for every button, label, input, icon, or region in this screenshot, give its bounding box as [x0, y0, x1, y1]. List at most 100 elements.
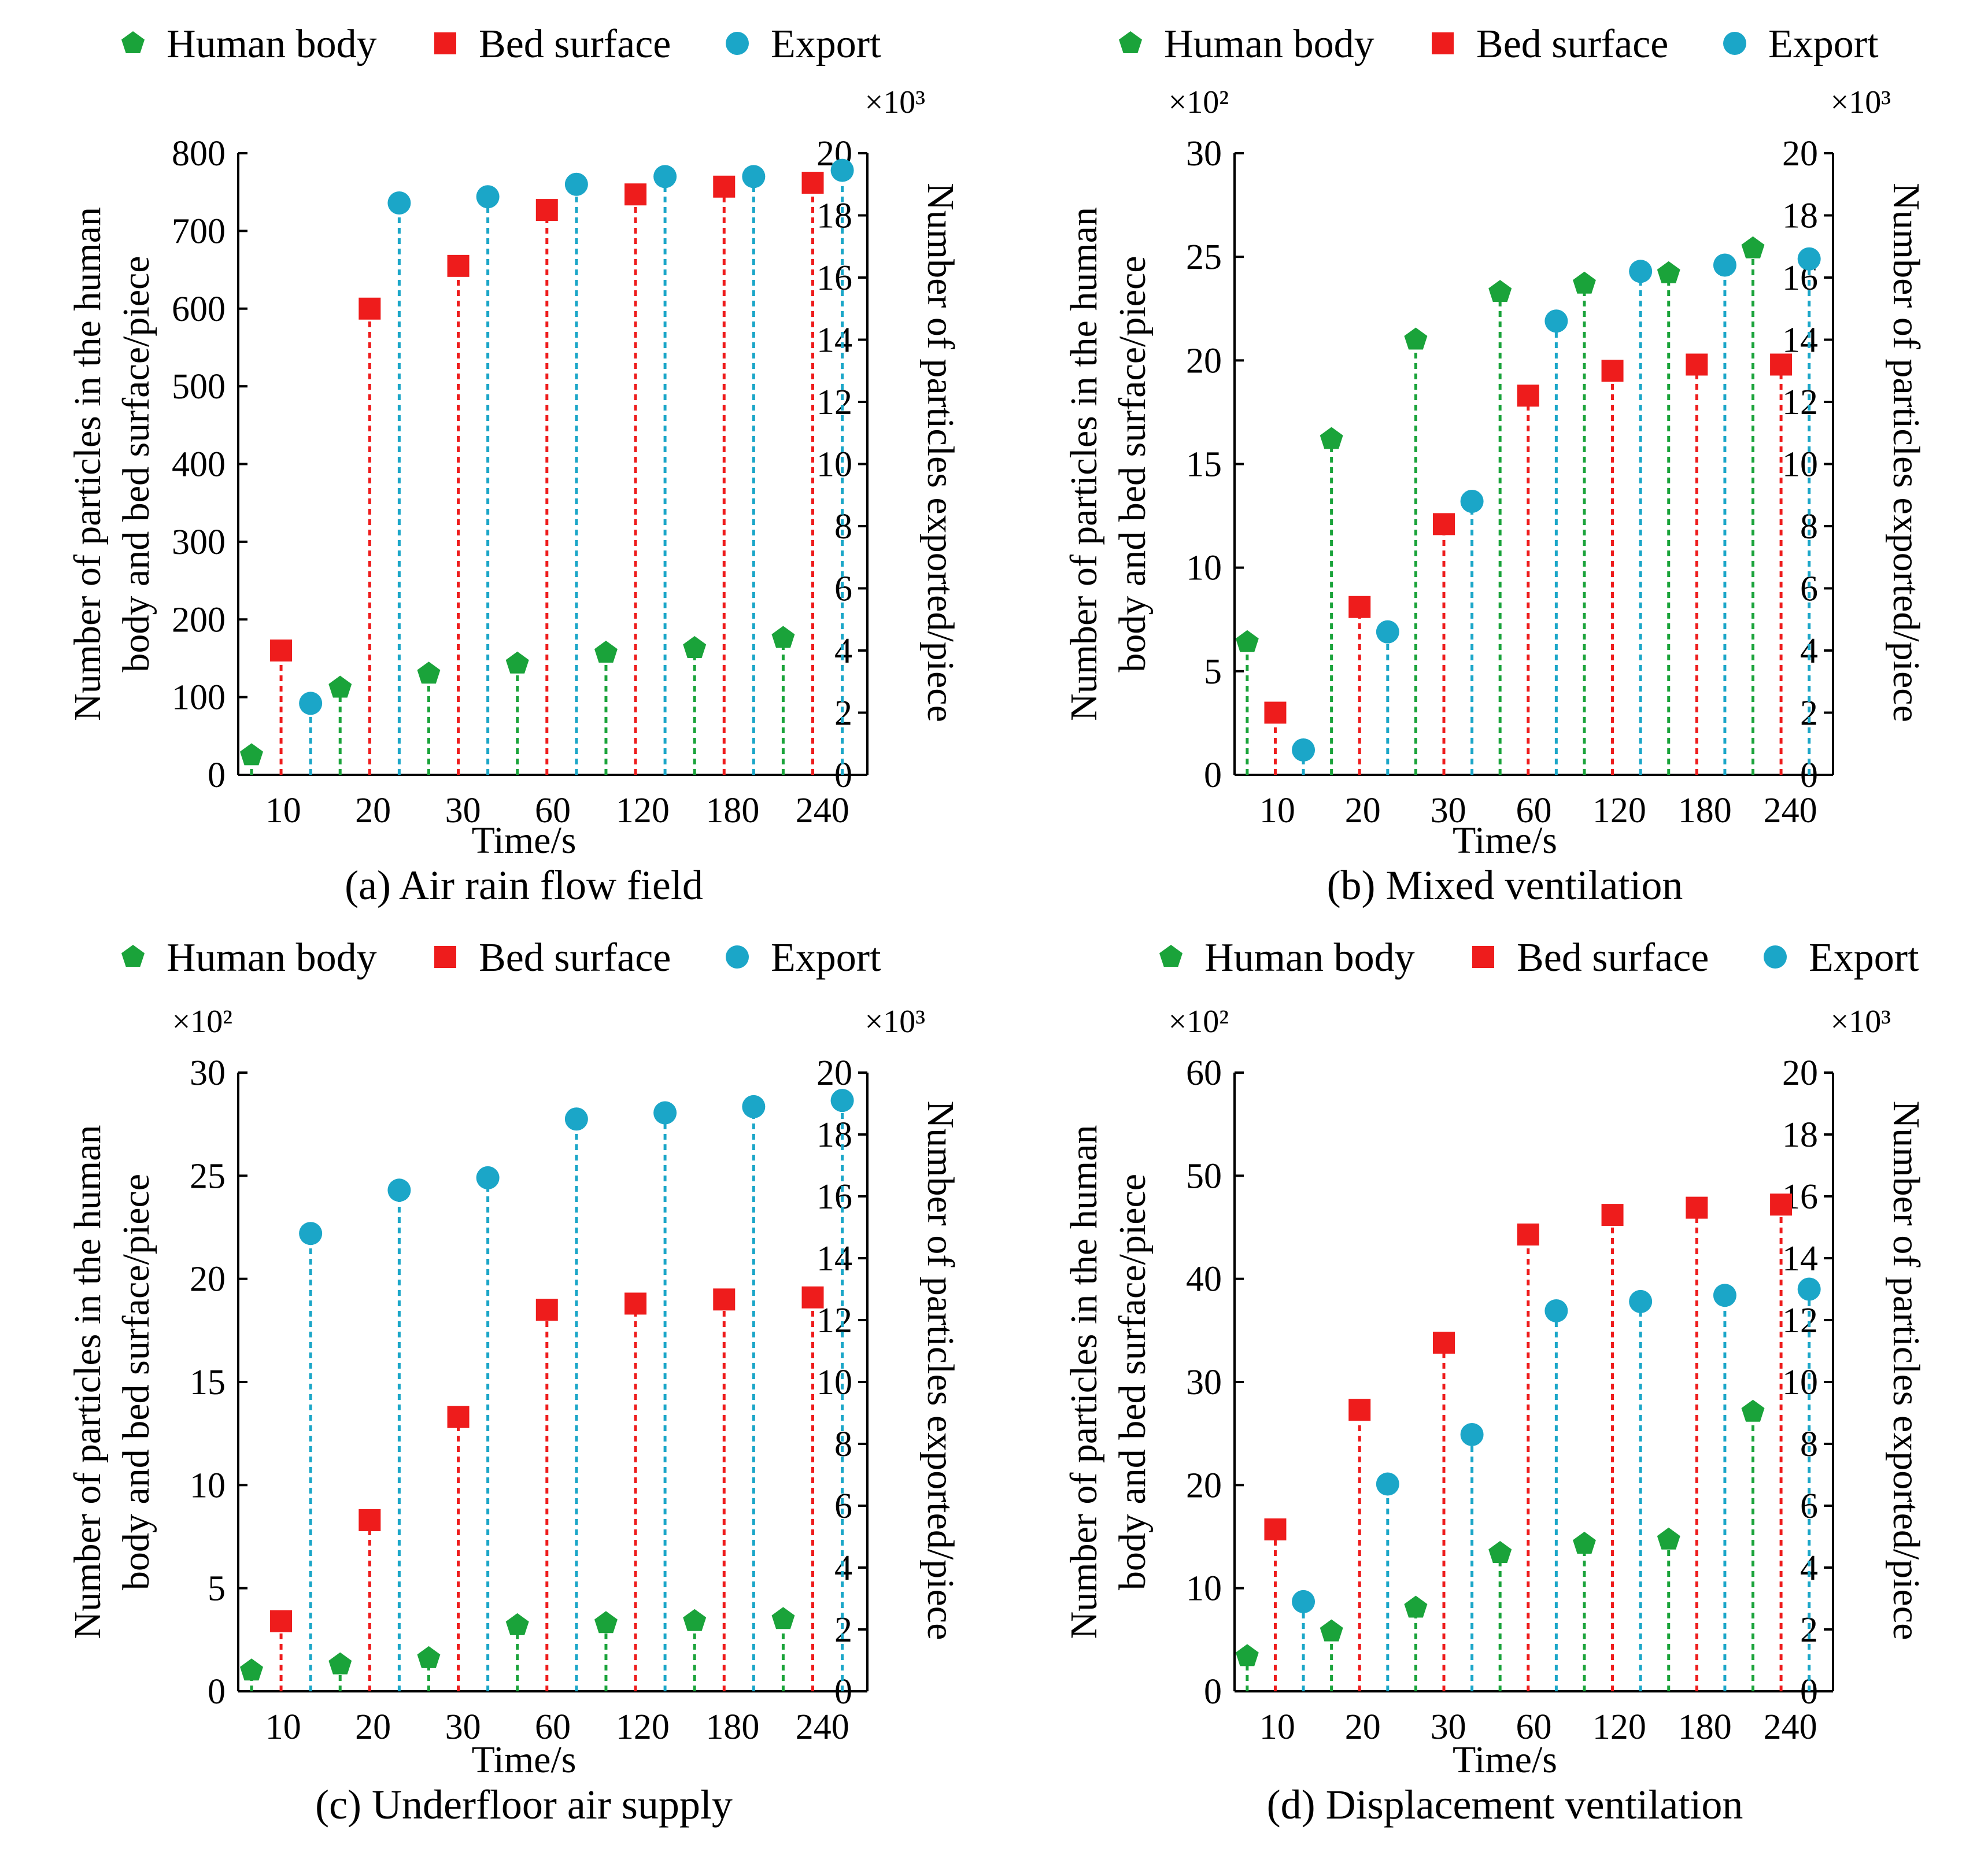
export-point: [1629, 1289, 1653, 1313]
bed-surface-point: [713, 1288, 736, 1311]
x-tick-label: 120: [1592, 1708, 1646, 1747]
left-axis-title-line2: body and bed surface/piece: [115, 256, 157, 672]
bed-surface-point: [359, 297, 381, 320]
legend-bed-surface-label: Bed surface: [1517, 936, 1709, 980]
left-tick-label: 0: [208, 756, 226, 795]
x-tick-label: 30: [445, 1708, 481, 1747]
left-tick-label: 10: [1186, 1569, 1222, 1609]
bed-surface-point: [1433, 1332, 1455, 1354]
legend-human-body-label: Human body: [167, 936, 377, 980]
x-tick-label: 60: [1516, 1708, 1552, 1747]
export-point: [564, 172, 588, 196]
human-body-point: [594, 641, 618, 663]
x-tick-label: 180: [1678, 791, 1732, 830]
human-body-point: [683, 1609, 707, 1631]
right-axis-multiplier: ×10³: [865, 84, 925, 120]
export-point: [387, 191, 411, 215]
left-tick-label: 0: [208, 1672, 226, 1712]
right-tick-label: 18: [816, 1115, 852, 1155]
x-tick-label: 120: [1592, 791, 1646, 830]
right-axis-title: Number of particles exported/piece: [1885, 1101, 1927, 1640]
bed-surface-point: [270, 640, 293, 661]
right-tick-label: 12: [816, 383, 852, 422]
right-axis-multiplier: ×10³: [1831, 1004, 1891, 1040]
left-tick-label: 0: [1204, 756, 1222, 795]
human-body-point: [505, 651, 529, 674]
x-tick-label: 10: [265, 791, 301, 830]
panel-caption: (c) Underfloor air supply: [315, 1782, 733, 1828]
x-tick-label: 240: [1764, 791, 1817, 830]
bed-surface-point: [1517, 385, 1539, 407]
left-tick-label: 400: [172, 445, 226, 485]
x-tick-label: 30: [1431, 1708, 1466, 1747]
human-body-point: [1235, 630, 1259, 652]
human-body-point: [1320, 1619, 1343, 1642]
right-tick-label: 14: [1782, 1239, 1818, 1278]
left-tick-label: 200: [172, 600, 226, 640]
left-tick-label: 20: [190, 1260, 226, 1299]
x-tick-label: 10: [265, 1708, 301, 1747]
x-tick-label: 10: [1259, 791, 1295, 830]
export-point: [1292, 738, 1316, 762]
export-point: [653, 165, 677, 189]
left-axis-title-line1: Number of particles in the human: [66, 1125, 109, 1639]
export-point: [476, 185, 500, 209]
right-tick-label: 10: [1782, 445, 1818, 485]
right-tick-label: 18: [1782, 197, 1818, 236]
human-body-point: [240, 743, 263, 766]
bed-surface-point: [535, 1299, 558, 1321]
legend-export-icon: [1764, 945, 1787, 969]
legend-bed-surface-label: Bed surface: [1476, 22, 1668, 66]
legend-export-icon: [1723, 32, 1746, 55]
bed-surface-point: [1686, 1196, 1708, 1219]
human-body-point: [1320, 427, 1343, 449]
right-tick-label: 12: [1782, 1301, 1818, 1340]
left-tick-label: 600: [172, 290, 226, 329]
human-body-point: [1404, 1595, 1428, 1618]
bed-surface-point: [801, 1286, 824, 1309]
bed-surface-point: [1264, 1518, 1287, 1541]
left-axis-multiplier: ×10²: [1169, 84, 1229, 120]
legend-export-label: Export: [1768, 22, 1879, 66]
left-axis-title-line1: Number of particles in the human: [66, 207, 109, 721]
legend-export-label: Export: [771, 936, 881, 980]
x-axis-title: Time/s: [1453, 1739, 1557, 1781]
export-point: [742, 165, 766, 189]
bed-surface-point: [625, 1292, 647, 1315]
left-tick-label: 40: [1186, 1260, 1222, 1299]
left-axis-multiplier: ×10²: [172, 1004, 232, 1040]
export-point: [1544, 1299, 1568, 1322]
human-body-point: [1488, 280, 1512, 302]
left-tick-label: 100: [172, 678, 226, 718]
right-tick-label: 14: [1782, 321, 1818, 360]
x-tick-label: 20: [1345, 1708, 1381, 1747]
bed-surface-point: [801, 172, 824, 194]
x-tick-label: 60: [535, 1708, 571, 1747]
export-point: [1713, 253, 1736, 277]
legend-export-icon: [726, 945, 749, 969]
left-tick-label: 20: [1186, 1466, 1222, 1505]
export-point: [1460, 1422, 1484, 1446]
right-tick-label: 14: [816, 1239, 852, 1278]
human-body-point: [505, 1613, 529, 1635]
bed-surface-point: [1517, 1223, 1539, 1246]
human-body-point: [683, 636, 707, 658]
left-tick-label: 10: [190, 1466, 226, 1505]
legend: Human body Bed surface Export: [1159, 936, 1919, 980]
left-tick-label: 50: [1186, 1156, 1222, 1196]
export-point: [1797, 1277, 1821, 1301]
legend-export-icon: [726, 32, 749, 55]
legend-export-label: Export: [1809, 936, 1919, 980]
panel-caption: (a) Air rain flow field: [345, 862, 703, 908]
human-body-point: [417, 661, 441, 684]
x-tick-label: 240: [796, 1708, 849, 1747]
bed-surface-point: [1686, 353, 1708, 376]
bed-surface-point: [535, 199, 558, 221]
left-tick-label: 300: [172, 523, 226, 562]
right-tick-label: 10: [816, 1363, 852, 1402]
left-axis-title-line1: Number of particles in the human: [1063, 207, 1105, 721]
human-body-point: [417, 1646, 441, 1668]
x-tick-label: 30: [445, 791, 481, 830]
left-tick-label: 800: [172, 134, 226, 173]
